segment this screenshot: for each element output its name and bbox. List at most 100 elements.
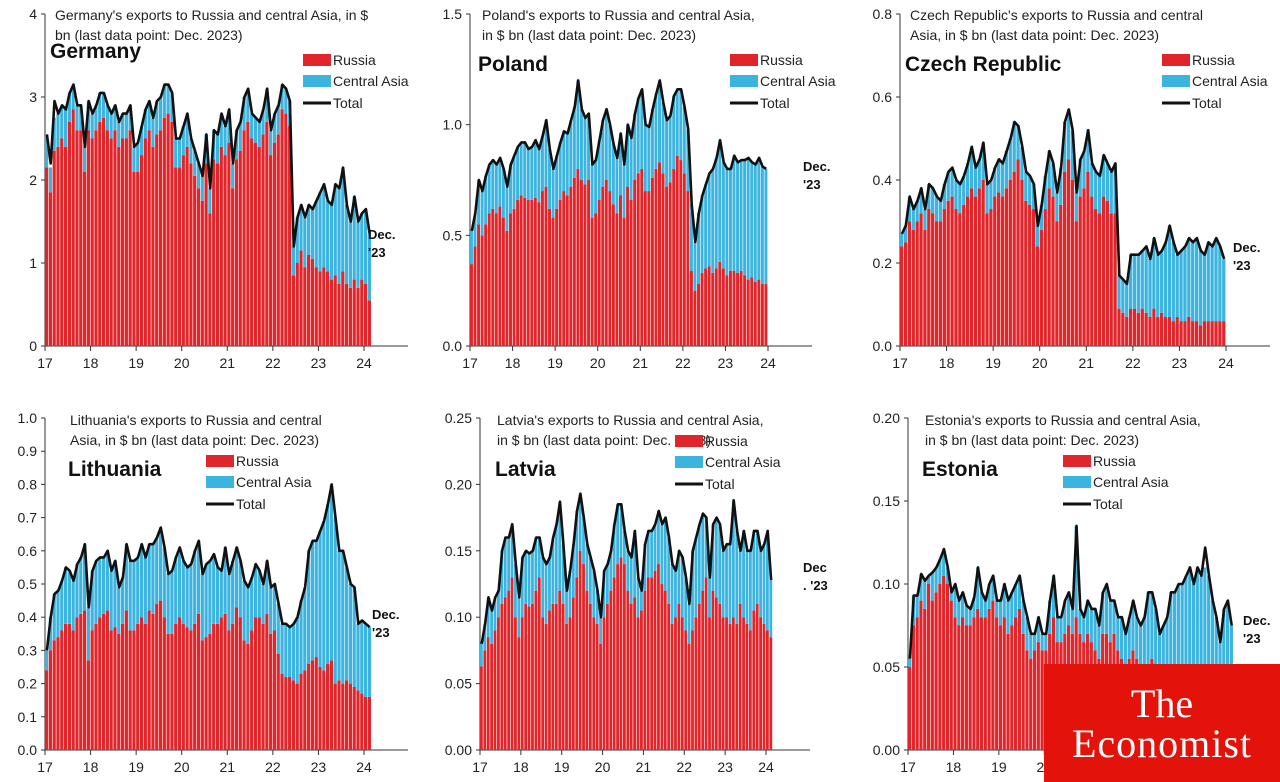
y-tick-label: 0.20 [445, 476, 472, 492]
bar-russia [1017, 608, 1021, 750]
y-tick-label: 0 [29, 338, 37, 354]
bar-russia [1175, 316, 1179, 346]
end-label-line: Dec [803, 560, 827, 575]
bar-central-asia [942, 549, 946, 576]
bar-central-asia [1183, 246, 1187, 322]
bar-russia [143, 138, 147, 346]
bar-central-asia [250, 577, 254, 631]
bar-russia [622, 217, 626, 346]
bar-central-asia [602, 570, 606, 618]
country-label: Germany [50, 40, 141, 63]
bar-russia [1144, 312, 1148, 346]
bar-central-asia [1104, 584, 1109, 634]
bar-central-asia [1059, 617, 1063, 643]
x-tick-label: 21 [219, 355, 235, 371]
bar-russia [732, 270, 736, 346]
bar-russia [109, 630, 113, 750]
bar-central-asia [174, 557, 178, 624]
bar-central-asia [212, 554, 216, 624]
bar-central-asia [930, 572, 934, 601]
bar-russia [694, 617, 698, 750]
bar-central-asia [1226, 600, 1230, 684]
bar-central-asia [578, 493, 582, 551]
bar-central-asia [762, 544, 766, 624]
bar-russia [318, 667, 322, 750]
bar-central-asia [291, 246, 296, 276]
bar-russia [52, 640, 56, 750]
bar-russia [1191, 321, 1195, 346]
bar-central-asia [143, 109, 147, 139]
bar-central-asia [979, 592, 984, 618]
bar-russia [367, 300, 371, 346]
bar-russia [686, 191, 690, 346]
bar-central-asia [71, 84, 75, 110]
bar-central-asia [60, 580, 64, 631]
bar-russia [612, 577, 616, 750]
bar-central-asia [473, 213, 477, 247]
bar-russia [640, 610, 643, 750]
bar-central-asia [329, 204, 334, 280]
legend-swatch-central-asia [1063, 476, 1091, 488]
bar-russia [1036, 642, 1040, 750]
bar-central-asia [219, 570, 223, 618]
chart-title-line: Lithuania's exports to Russia and centra… [70, 412, 322, 428]
bar-russia [1032, 650, 1037, 750]
bar-central-asia [234, 547, 239, 608]
bar-central-asia [314, 200, 318, 268]
y-tick-label: 0.4 [18, 609, 38, 625]
bar-central-asia [1180, 584, 1184, 676]
bar-central-asia [588, 557, 592, 604]
bar-central-asia [1131, 600, 1135, 651]
bar-central-asia [143, 557, 147, 624]
bar-central-asia [52, 117, 56, 151]
bar-russia [329, 279, 334, 346]
y-tick-label: 0.6 [18, 543, 38, 559]
bar-central-asia [548, 557, 551, 611]
bar-central-asia [942, 184, 946, 210]
bar-russia [1070, 180, 1075, 346]
legend-label-russia: Russia [236, 453, 279, 469]
bar-russia [1101, 196, 1106, 346]
bar-russia [957, 625, 961, 750]
x-tick-label: 23 [311, 759, 327, 775]
bar-russia [945, 584, 950, 750]
bar-russia [101, 117, 106, 346]
bar-central-asia [1039, 204, 1043, 230]
x-tick-label: 20 [174, 759, 190, 775]
bar-russia [185, 627, 189, 750]
bar-russia [609, 590, 613, 750]
legend-label-total: Total [333, 95, 363, 111]
bar-russia [71, 630, 75, 750]
bar-central-asia [284, 623, 288, 677]
bar-russia [571, 597, 575, 750]
bar-russia [98, 617, 102, 750]
bar-central-asia [1117, 275, 1121, 309]
bar-russia [367, 696, 371, 750]
bar-central-asia [307, 204, 311, 255]
bar-russia [501, 217, 505, 346]
y-tick-label: 0.15 [445, 543, 472, 559]
bar-central-asia [257, 570, 261, 618]
bar-central-asia [926, 575, 931, 584]
bar-russia [109, 138, 113, 346]
bar-russia [337, 680, 341, 750]
bar-central-asia [86, 607, 90, 661]
bar-central-asia [345, 204, 349, 284]
bar-central-asia [945, 567, 950, 584]
bar-russia [718, 603, 722, 750]
bar-russia [569, 186, 573, 346]
bar-russia [326, 271, 330, 346]
bar-russia [714, 597, 718, 750]
bar-russia [748, 630, 752, 750]
end-label-line: Dec. [803, 159, 830, 174]
bar-central-asia [769, 580, 773, 638]
bar-russia [143, 623, 147, 750]
legend-label-central-asia: Central Asia [236, 474, 312, 490]
bar-russia [1210, 321, 1214, 346]
bar-central-asia [604, 109, 608, 180]
bar-central-asia [105, 105, 109, 131]
bar-central-asia [139, 544, 144, 618]
bar-russia [953, 617, 957, 750]
bar-central-asia [704, 517, 708, 578]
total-line [45, 483, 371, 651]
